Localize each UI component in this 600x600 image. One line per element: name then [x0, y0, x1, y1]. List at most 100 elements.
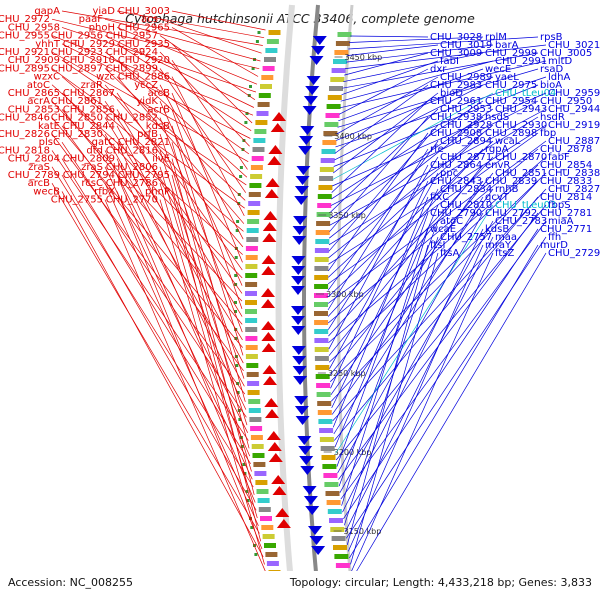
right-gene-leader: [333, 84, 539, 167]
reverse-gene-arrow: [306, 76, 321, 85]
gene-tick: [244, 121, 248, 124]
right-gene-leader: [338, 220, 439, 487]
gene-tick: [235, 229, 239, 232]
right-gene-label: CHU_2864: [430, 160, 482, 171]
gene-box: [245, 336, 258, 341]
reverse-gene-arrow: [308, 526, 322, 535]
right-gene-leader: [330, 180, 484, 396]
reverse-gene-arrow: [291, 256, 306, 265]
gene-box: [314, 329, 329, 334]
reverse-gene-arrow: [309, 56, 324, 65]
left-gene-leader: [51, 35, 254, 116]
right-gene-leader: [335, 204, 494, 454]
left-gene-leader: [159, 150, 248, 426]
gene-box: [265, 552, 278, 557]
reverse-gene-arrow: [305, 86, 320, 95]
left-gene-label: CHU_2826: [0, 129, 50, 140]
gene-box: [315, 374, 330, 379]
right-gene-label: CHU_tLeu03: [495, 200, 556, 211]
right-gene-label: maa: [495, 232, 517, 243]
left-gene-label: yccZ: [134, 80, 158, 91]
gene-box: [245, 282, 258, 287]
left-gene-leader: [159, 18, 262, 54]
left-gene-leader: [159, 84, 244, 240]
left-gene-leader: [171, 43, 253, 124]
reverse-gene-arrow: [300, 466, 315, 475]
right-gene-label: CHU_2894: [440, 136, 492, 147]
left-gene-leader: [116, 92, 243, 271]
gene-box: [316, 392, 331, 397]
right-gene-label: barA: [495, 40, 519, 51]
right-gene-label: CHU_3019: [440, 40, 492, 51]
right-gene-label: CHU_2898: [485, 128, 537, 139]
gene-box: [319, 437, 334, 442]
gene-box: [251, 156, 264, 161]
gene-tick: [245, 112, 249, 115]
right-gene-label: CHU_2834: [440, 184, 492, 195]
right-gene-label: ppc: [440, 168, 458, 179]
right-gene-label: bioA: [540, 80, 562, 91]
left-gene-leader: [116, 43, 252, 131]
left-gene-label: CHU_2830: [51, 129, 103, 140]
right-gene-leader: [340, 220, 547, 500]
right-gene-label: atoC: [440, 216, 463, 227]
gene-box: [258, 93, 271, 98]
gene-box: [257, 102, 270, 107]
right-gene-label: CHU_2839: [485, 176, 537, 187]
left-gene-label: CHU_2789: [8, 170, 60, 181]
left-gene-label: CHU_2909: [8, 55, 60, 66]
gene-box: [254, 129, 267, 134]
left-gene-leader: [104, 166, 253, 480]
gene-box: [251, 444, 264, 449]
left-gene-label: CHU_2794: [63, 170, 115, 181]
reverse-gene-arrow: [302, 106, 317, 115]
right-gene-label: rfe: [430, 144, 444, 155]
gene-tick: [234, 301, 237, 304]
reverse-gene-arrow: [292, 356, 307, 365]
right-gene-label: CHU_2790: [430, 208, 482, 219]
forward-gene-arrow: [272, 486, 287, 495]
reverse-gene-arrow: [292, 236, 307, 245]
right-gene-label: ffh: [548, 232, 561, 243]
gene-box: [253, 138, 266, 143]
forward-gene-arrow: [263, 211, 278, 220]
gene-tick: [239, 166, 243, 169]
gene-box: [319, 167, 334, 172]
left-gene-leader: [51, 117, 243, 348]
right-gene-leader: [334, 196, 539, 441]
right-gene-label: CHU_2908: [430, 128, 482, 139]
right-gene-label: CHU_3009: [430, 48, 482, 59]
left-gene-leader: [61, 43, 251, 139]
right-gene-label: gcvT: [485, 192, 510, 203]
gene-box: [264, 543, 276, 548]
footer-background: [0, 571, 600, 600]
gene-box: [315, 230, 330, 235]
gene-tick: [236, 220, 240, 223]
gene-box: [327, 95, 342, 100]
right-gene-label: wcaL: [495, 136, 521, 147]
left-gene-leader: [171, 10, 266, 31]
reverse-gene-arrow: [294, 396, 309, 405]
left-gene-label: CHU_2886: [118, 72, 170, 83]
right-gene-label: miaA: [548, 216, 574, 227]
left-gene-label: CHU_3003: [118, 6, 170, 17]
forward-gene-arrow: [261, 299, 275, 308]
right-gene-leader: [328, 156, 439, 330]
gene-box: [255, 480, 268, 485]
gene-box: [248, 408, 261, 413]
left-gene-leader: [61, 10, 263, 46]
reverse-gene-arrow: [292, 366, 307, 375]
gene-box: [314, 302, 328, 307]
gene-box: [247, 390, 260, 395]
gene-box: [316, 383, 331, 388]
right-gene-leader: [327, 132, 484, 278]
left-gene-leader: [171, 125, 244, 356]
reverse-gene-arrow: [294, 406, 309, 415]
gene-box: [319, 176, 334, 181]
reverse-gene-arrow: [305, 506, 320, 515]
gene-box: [323, 473, 338, 478]
right-gene-leader: [328, 164, 429, 350]
right-gene-label: CHU_2991: [495, 56, 547, 67]
reverse-gene-arrow: [291, 316, 306, 325]
right-gene-leader: [334, 204, 439, 448]
